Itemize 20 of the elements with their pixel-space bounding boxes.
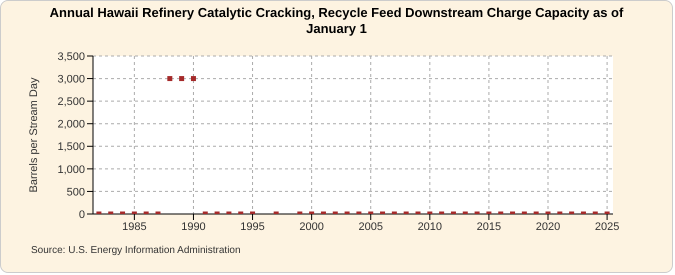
y-tick-label: 500 <box>66 186 85 198</box>
y-tick-label: 3,000 <box>57 73 85 86</box>
source-note: Source: U.S. Energy Information Administration <box>31 245 241 256</box>
y-tick-label: 2,000 <box>57 118 85 131</box>
x-tick-label: 2005 <box>358 220 383 233</box>
chart-title: Annual Hawaii Refinery Catalytic Cracking, Recycle Feed Downstream Charge Capacity as of January 1 <box>48 5 624 37</box>
y-tick-label: 1,000 <box>57 164 85 176</box>
y-tick-label: 2,500 <box>57 96 85 108</box>
x-tick-label: 2015 <box>476 220 502 233</box>
y-tick-label: 3,500 <box>57 50 85 63</box>
x-tick-label: 2010 <box>418 220 442 233</box>
x-tick-label: 2020 <box>536 220 560 233</box>
x-tick-label: 1995 <box>240 220 265 233</box>
x-tick-label: 2000 <box>299 220 324 233</box>
y-axis-title: Barrels per Stream Day <box>28 77 40 192</box>
x-tick-label: 1985 <box>122 220 147 233</box>
x-tick-label: 1990 <box>181 220 206 233</box>
y-tick-label: 1,500 <box>57 141 85 154</box>
x-tick-label: 2025 <box>594 220 620 233</box>
y-tick-label: 0 <box>78 208 85 221</box>
